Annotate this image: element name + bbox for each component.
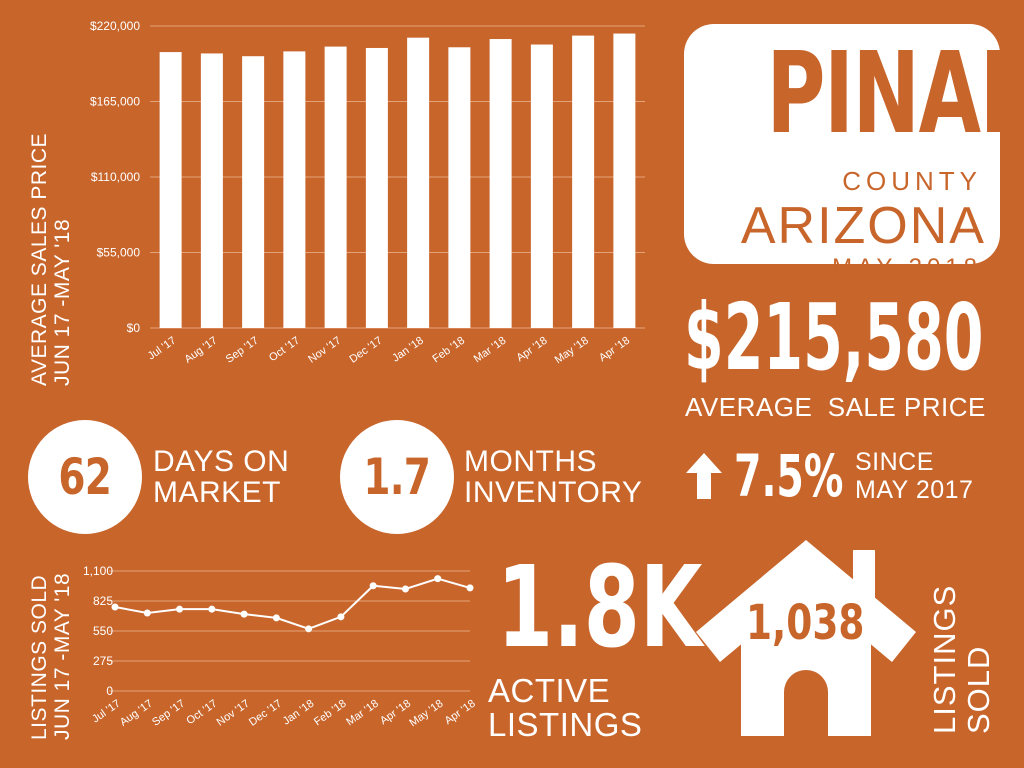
line-x-tick-label: Feb '18 [312,698,349,729]
price-bar [365,47,388,329]
line-x-tick-label: Jan '18 [281,698,317,728]
price-bar [489,39,512,329]
days-on-market-label: DAYS ON MARKET [153,446,289,508]
listings-sold-point [208,605,216,613]
price-change-value: 7.5% [734,442,844,510]
months-inventory-label: MONTHS INVENTORY [464,446,642,508]
listings-sold-point [176,605,184,613]
bar-y-tick-label: $0 [127,321,141,335]
line-y-tick-label: 1,100 [83,564,113,578]
state-name: ARIZONA [740,197,986,255]
bar-x-tick-label: Aug '17 [182,335,219,366]
line-x-tick-label: Dec '17 [247,698,284,729]
active-listings-value: 1.8K [497,543,703,673]
bar-x-tick-label: Apr '18 [514,335,549,365]
active-listings-label: ACTIVE LISTINGS [488,674,642,742]
line-x-tick-label: Aug '17 [118,698,155,729]
bar-x-tick-label: Jul '17 [146,335,179,363]
line-y-tick-label: 825 [93,594,113,608]
report-date: MAY 2018 [832,254,982,281]
bar-x-tick-label: May '18 [553,335,591,367]
average-price-bar-chart: $220,000 $165,000 $110,000 $55,000 $0 Jul '17… [90,19,645,367]
bar-x-tick-label: Jan '18 [390,335,426,365]
listings-sold-point [272,614,280,622]
days-on-market-value: 62 [58,448,112,506]
listings-sold-series-line [114,577,471,630]
price-bar [448,47,471,328]
average-price-value: $215,580 [684,284,984,391]
listings-sold-point [369,582,377,590]
line-x-tick-label: Nov '17 [215,698,252,729]
bar-y-tick-label: $165,000 [90,95,140,109]
active-listings-label-line2: LISTINGS [488,706,643,743]
price-bar [200,53,223,329]
average-price-label: AVERAGE SALE PRICE [685,392,986,422]
bar-x-tick-label: Mar '18 [472,335,509,366]
line-y-tick-label: 0 [106,684,113,698]
county-name: PINAL [766,29,1024,159]
line-y-tick-label: 550 [93,624,113,638]
listings-sold-point [111,603,119,611]
listings-sold-point [466,584,474,592]
price-bar [530,44,553,328]
bar-y-tick-label: $220,000 [90,19,140,33]
bar-y-tick-label: $110,000 [91,170,140,184]
line-x-tick-label: Jul '17 [90,698,123,726]
line-x-tick-label: Apr '18 [378,698,413,728]
price-bar [407,37,430,328]
line-x-tick-label: Oct '17 [184,698,219,728]
line-axis-title-line1: LISTINGS SOLD [28,574,51,740]
listings-sold-point [240,610,248,618]
line-x-tick-label: Mar '18 [344,698,381,729]
listings-sold-point [434,575,442,583]
house-icon [696,540,916,736]
bar-x-tick-label: Dec '17 [347,335,384,366]
bar-y-tick-label: $55,000 [97,246,141,260]
line-x-tick-label: May '18 [407,698,445,730]
title-card: PINAL COUNTY ARIZONA MAY 2018 [684,24,1024,281]
listings-sold-point [401,585,409,593]
listings-sold-label: LISTINGS SOLD [927,584,996,734]
days-on-market-badge: 62 [28,420,142,534]
days-on-market-label-line2: MARKET [153,476,282,509]
bar-x-tick-label: Feb '18 [430,335,467,366]
price-bar [283,51,306,329]
listings-sold-label-line1: LISTINGS [927,584,962,734]
price-change-label-line1: SINCE [855,448,934,476]
bar-x-tick-label: Apr '18 [597,335,632,365]
price-bar [613,33,636,329]
price-change-label: SINCE MAY 2017 [855,448,973,504]
price-bar [242,56,265,328]
listings-sold-value: 1,038 [746,595,865,651]
months-inventory-label-line1: MONTHS [464,445,597,478]
listings-sold-label-line2: SOLD [961,645,996,734]
bar-x-tick-label: Nov '17 [306,335,343,366]
bar-axis-title-line1: AVERAGE SALES PRICE [28,132,51,386]
line-x-tick-label: Sep '17 [150,698,187,729]
months-inventory-label-line2: INVENTORY [464,476,643,509]
bar-x-tick-label: Sep '17 [224,335,261,366]
price-bar [324,46,347,328]
line-y-tick-label: 275 [93,654,113,668]
price-bar [159,52,182,328]
active-listings-label-line1: ACTIVE [488,672,611,709]
months-inventory-value: 1.7 [363,448,432,506]
line-x-tick-label: Apr '18 [443,698,478,728]
days-on-market-label-line1: DAYS ON [153,445,290,478]
price-bar [572,35,595,328]
listings-sold-point [305,625,313,633]
months-inventory-badge: 1.7 [340,420,454,534]
bar-x-tick-label: Oct '17 [267,335,302,365]
listings-sold-point [337,613,345,621]
price-change-label-line2: MAY 2017 [855,476,974,504]
county-label: COUNTY [842,166,982,196]
listings-sold-point [143,609,151,617]
arrow-up-icon [686,453,722,499]
